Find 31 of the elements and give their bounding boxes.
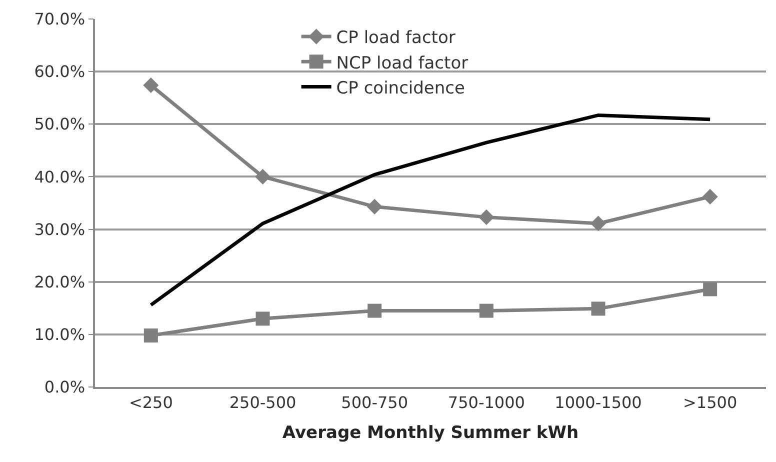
point [478, 209, 494, 225]
y-tick-label: 60.0% [34, 62, 86, 82]
x-tick-label: 750-1000 [448, 392, 525, 412]
legend-label: NCP load factor [336, 53, 468, 74]
point [702, 188, 718, 204]
point [591, 302, 606, 316]
x-tick-label: 500-750 [341, 392, 408, 412]
legend-label: CP coincidence [336, 78, 465, 98]
y-tick-label: 70.0% [34, 10, 86, 29]
point [368, 304, 382, 318]
point [703, 282, 718, 296]
x-tick-label: 250-500 [229, 392, 296, 412]
y-tick-label: 40.0% [34, 167, 86, 186]
x-axis-title: Average Monthly Summer kWh [282, 422, 579, 443]
y-tick-label: 20.0% [34, 272, 86, 292]
point [590, 216, 606, 232]
x-tick-label: 1000-1500 [554, 392, 642, 412]
point [144, 328, 158, 342]
y-tick-label: 0.0% [44, 378, 86, 397]
line-series [149, 113, 712, 307]
point [479, 304, 494, 318]
point [366, 198, 382, 214]
point [254, 168, 271, 185]
point [256, 312, 270, 326]
legend-label: CP load factor [336, 28, 456, 48]
y-tick-label: 10.0% [34, 325, 86, 344]
y-tick-label: 50.0% [34, 114, 86, 134]
y-tick-label: 30.0% [34, 220, 86, 239]
point [143, 77, 159, 94]
x-tick-label: <250 [128, 392, 173, 412]
x-tick-label: >1500 [683, 392, 738, 412]
